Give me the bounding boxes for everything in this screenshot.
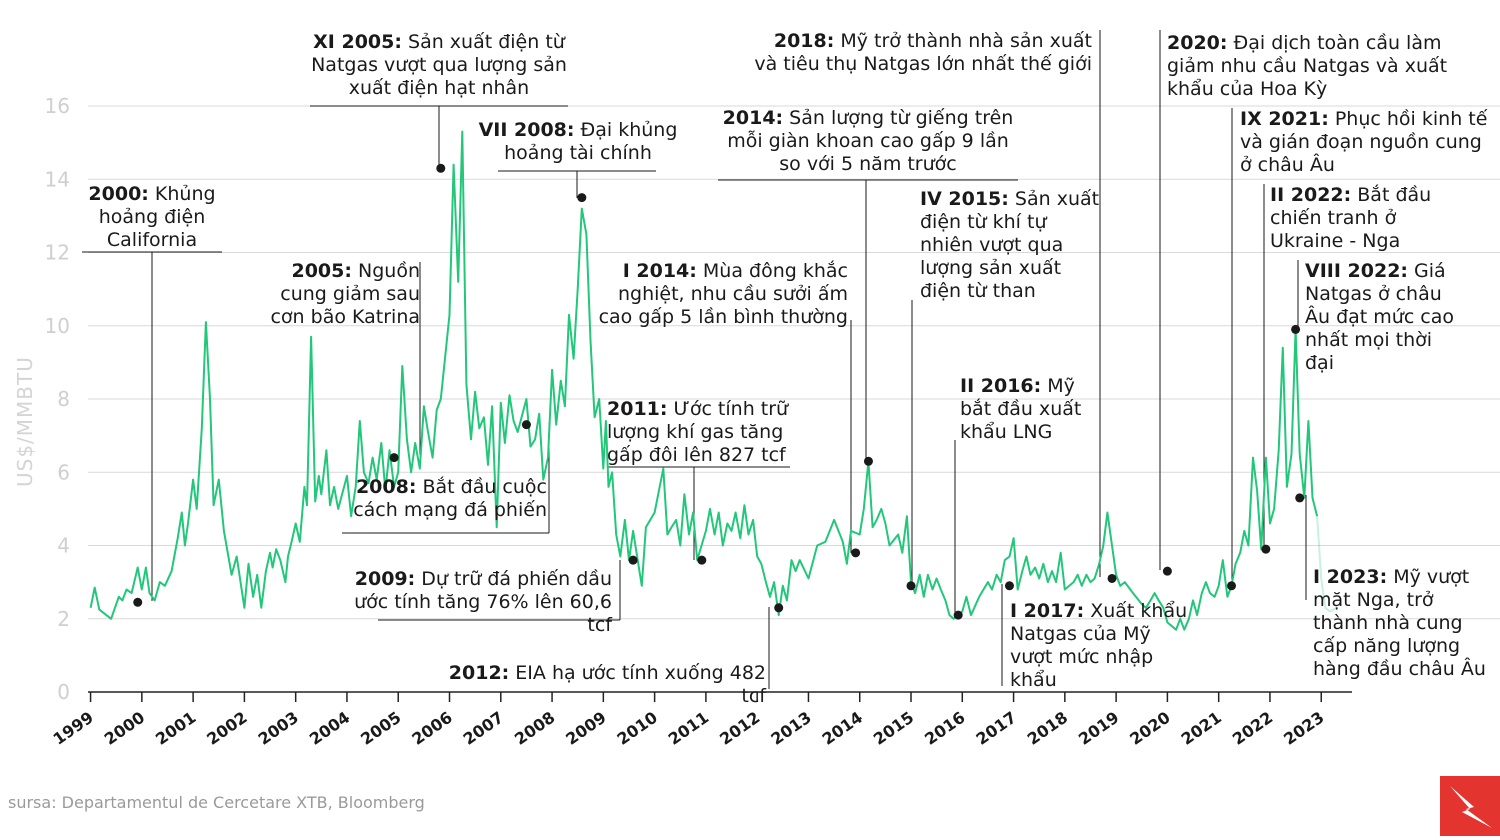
y-tick-label: 8 — [57, 387, 70, 411]
event-marker — [1291, 324, 1301, 334]
annotation-vii-2008: VII 2008: Đại khủng hoảng tài chính — [478, 119, 678, 164]
annotation-ii-2022: II 2022: Bắt đầu chiến tranh ở Ukraine -… — [1270, 184, 1432, 252]
event-marker — [389, 453, 399, 463]
event-marker — [436, 163, 446, 173]
y-axis-label: US$/MMBTU — [13, 356, 37, 487]
event-marker — [851, 548, 861, 558]
x-tick-label: 2017 — [972, 708, 1019, 749]
x-tick-label: 2004 — [306, 708, 353, 749]
annotation-2008-shale: 2008: Bắt đầu cuộc cách mạng đá phiến — [353, 476, 547, 521]
annotation-i-2023: I 2023: Mỹ vượt mặt Nga, trở thành nhà c… — [1313, 566, 1486, 680]
annotation-xi-2005: XI 2005: Sản xuất điện từ Natgas vượt qu… — [311, 31, 567, 99]
event-marker — [774, 603, 784, 613]
x-tick-label: 2018 — [1024, 708, 1071, 749]
series-group — [89, 130, 1338, 631]
series-line-natgas-tail — [1316, 516, 1338, 613]
x-tick-label: 2013 — [767, 708, 814, 749]
x-tick-label: 2021 — [1178, 708, 1225, 749]
event-marker — [697, 555, 707, 565]
x-tick-label: 2014 — [819, 708, 866, 749]
annotation-iv-2015: IV 2015: Sản xuất điện từ khí tự nhiên v… — [920, 188, 1100, 302]
y-tick-label: 12 — [45, 241, 70, 265]
annotation-2014: 2014: Sản lượng từ giếng trên mỗi giàn k… — [722, 107, 1014, 175]
x-tick-label: 2016 — [921, 708, 968, 749]
annotation-ix-2021: IX 2021: Phục hồi kinh tế và gián đoạn n… — [1240, 108, 1488, 176]
event-marker — [628, 555, 638, 565]
annotation-leader-lines — [82, 30, 1307, 689]
y-tick-label: 10 — [45, 314, 70, 338]
source-note: sursa: Departamentul de Cercetare XTB, B… — [8, 793, 425, 812]
y-tick-label: 14 — [45, 167, 70, 191]
event-marker — [1226, 581, 1236, 591]
event-marker — [1107, 573, 1117, 583]
x-tick-label: 2010 — [614, 708, 661, 749]
annotation-i-2014: I 2014: Mùa đông khắc nghiệt, nhu cầu sư… — [598, 260, 848, 328]
x-tick-label: 2015 — [870, 708, 917, 749]
x-tick-label: 2020 — [1126, 708, 1173, 749]
annotation-2012: 2012: EIA hạ ước tính xuống 482 tcf — [448, 662, 766, 707]
y-tick-label: 6 — [57, 460, 70, 484]
y-tick-label: 2 — [57, 607, 70, 631]
x-tick-label: 2011 — [665, 708, 712, 749]
x-tick-label: 2012 — [716, 708, 763, 749]
annotation-2018: 2018: Mỹ trở thành nhà sản xuất và tiêu … — [754, 30, 1092, 75]
annotation-i-2017: I 2017: Xuất khẩu Natgas của Mỹ vượt mức… — [1010, 600, 1188, 691]
x-tick-label: 1999 — [49, 708, 96, 749]
x-tick-label: 2022 — [1229, 708, 1276, 749]
event-marker — [953, 610, 963, 620]
x-tick-label: 2001 — [152, 708, 199, 749]
x-tick-label: 2003 — [255, 708, 302, 749]
x-tick-label: 2019 — [1075, 708, 1122, 749]
x-tick-label: 2009 — [562, 708, 609, 749]
event-marker — [577, 193, 587, 203]
xtb-x-icon — [1450, 786, 1492, 828]
x-tick-label: 2008 — [511, 708, 558, 749]
event-markers — [133, 163, 1305, 620]
annotation-2005-katrina: 2005: Nguồn cung giảm sau cơn bão Katrin… — [270, 260, 420, 328]
event-marker — [133, 597, 143, 607]
x-tick-label: 2023 — [1280, 708, 1327, 749]
y-tick-label: 4 — [57, 534, 70, 558]
event-marker — [1261, 544, 1271, 554]
y-tick-label: 16 — [45, 94, 70, 118]
y-tick-label: 0 — [57, 680, 70, 704]
event-marker — [1004, 581, 1014, 591]
annotation-viii-2022: VIII 2022: Giá Natgas ở châu Âu đạt mức … — [1305, 260, 1455, 374]
x-tick-label: 2007 — [460, 708, 507, 749]
event-marker — [906, 581, 916, 591]
annotation-ii-2016: II 2016: Mỹ bắt đầu xuất khẩu LNG — [960, 375, 1082, 443]
event-marker — [521, 420, 531, 430]
x-tick-label: 2000 — [101, 708, 148, 749]
x-tick-label: 2005 — [357, 708, 404, 749]
annotation-2000: 2000: Khủng hoảng điện California — [88, 183, 216, 251]
x-tick-label: 2006 — [408, 708, 455, 749]
event-marker — [1295, 493, 1305, 503]
annotation-2020: 2020: Đại dịch toàn cầu làm giảm nhu cầu… — [1167, 32, 1448, 100]
annotation-2011: 2011: Ước tính trữ lượng khí gas tăng gấ… — [607, 398, 789, 466]
x-tick-label: 2002 — [203, 708, 250, 749]
xtb-logo — [1440, 776, 1500, 836]
y-axis-ticks: 0 2 4 6 8 10 12 14 16 — [45, 94, 70, 704]
event-marker — [863, 456, 873, 466]
annotation-2009: 2009: Dự trữ đá phiến dầu ước tính tăng … — [354, 568, 612, 636]
series-line-natgas — [89, 130, 1319, 631]
event-marker — [1162, 566, 1172, 576]
